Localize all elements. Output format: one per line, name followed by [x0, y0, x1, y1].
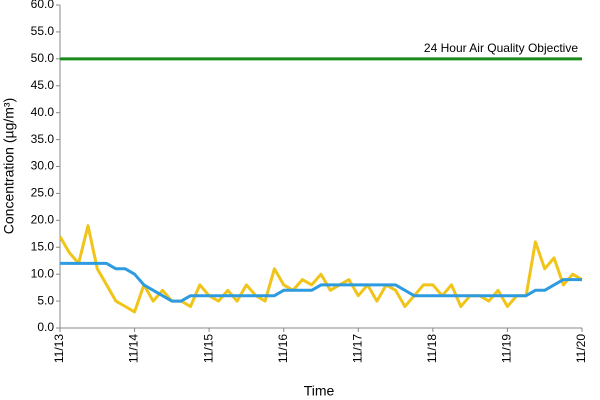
- y-tick-label: 0.0: [37, 320, 54, 334]
- objective-label: 24 Hour Air Quality Objective: [424, 41, 578, 55]
- y-tick-label: 35.0: [31, 132, 55, 146]
- x-tick-label: 11/17: [350, 334, 364, 363]
- x-tick-label: 11/15: [201, 334, 215, 363]
- y-tick-label: 45.0: [31, 78, 55, 92]
- y-tick-label: 40.0: [31, 105, 55, 119]
- y-tick-label: 5.0: [37, 293, 54, 307]
- series-line: [58, 224, 583, 314]
- y-axis-title: Concentration (µg/m³): [1, 98, 17, 234]
- y-tick-label: 60.0: [31, 0, 55, 11]
- y-tick-label: 10.0: [31, 266, 55, 280]
- x-tick-label: 11/14: [127, 334, 141, 363]
- y-tick-label: 15.0: [31, 239, 55, 253]
- y-tick-label: 55.0: [31, 24, 55, 38]
- x-tick-label: 11/13: [52, 334, 66, 363]
- x-tick-label: 11/18: [425, 334, 439, 363]
- y-tick-label: 25.0: [31, 186, 55, 200]
- series-line: [60, 261, 582, 303]
- x-tick-label: 11/20: [574, 334, 588, 363]
- y-tick-label: 20.0: [31, 213, 55, 227]
- x-tick-label: 11/16: [276, 334, 290, 363]
- y-tick-label: 50.0: [31, 51, 55, 65]
- y-tick-label: 30.0: [31, 159, 55, 173]
- x-tick-label: 11/19: [500, 334, 514, 363]
- x-axis-title: Time: [304, 383, 335, 399]
